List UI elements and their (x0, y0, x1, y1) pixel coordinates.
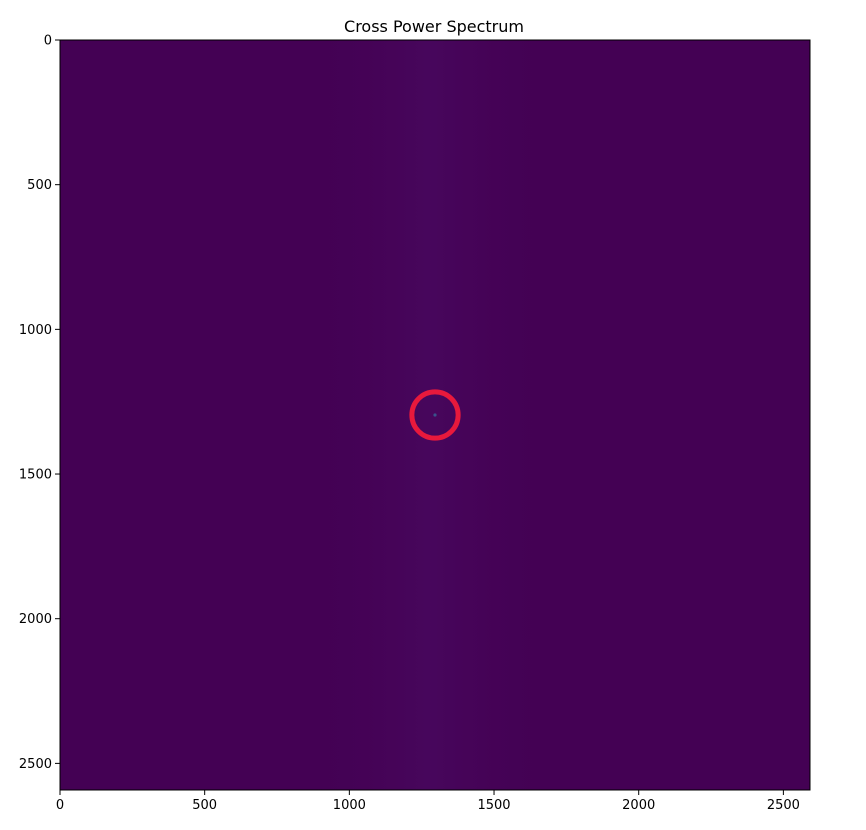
peak-annotation-circle (409, 389, 461, 441)
plot-area (59, 39, 811, 791)
x-tick-label: 1000 (333, 798, 366, 813)
y-tick-label: 1500 (19, 468, 52, 483)
y-tick-label: 0 (44, 34, 52, 49)
y-tick-label: 2500 (19, 757, 52, 772)
x-tick-label: 1500 (477, 798, 510, 813)
heatmap-center-band (300, 40, 560, 790)
x-axis: 0 500 1000 1500 2000 2500 (56, 790, 800, 813)
x-tick-label: 2500 (767, 798, 800, 813)
y-tick-label: 1000 (19, 323, 52, 338)
y-axis: 0 500 1000 1500 2000 2500 (19, 34, 60, 772)
heatmap-peak-point (433, 413, 437, 417)
plot-frame (59, 39, 811, 791)
y-tick-label: 500 (27, 178, 52, 193)
x-tick-label: 0 (56, 798, 64, 813)
chart-title: Cross Power Spectrum (344, 17, 524, 36)
x-tick-label: 500 (192, 798, 217, 813)
x-tick-label: 2000 (622, 798, 655, 813)
y-tick-label: 2000 (19, 612, 52, 627)
